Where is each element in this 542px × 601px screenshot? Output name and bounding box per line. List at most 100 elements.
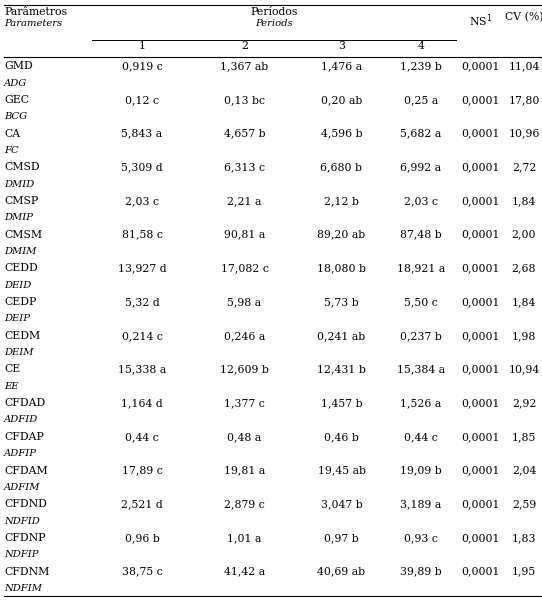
Text: 19,81 a: 19,81 a	[224, 466, 265, 475]
Text: CEDP: CEDP	[4, 297, 36, 307]
Text: 5,98 a: 5,98 a	[228, 297, 262, 307]
Text: 0,12 c: 0,12 c	[125, 95, 159, 105]
Text: 0,0001: 0,0001	[462, 567, 500, 576]
Text: Parâmetros: Parâmetros	[4, 7, 67, 17]
Text: 0,0001: 0,0001	[462, 129, 500, 139]
Text: 0,46 b: 0,46 b	[324, 432, 359, 442]
Text: 5,843 a: 5,843 a	[121, 129, 163, 139]
Text: 6,992 a: 6,992 a	[401, 162, 442, 172]
Text: 87,48 b: 87,48 b	[400, 230, 442, 240]
Text: 12,609 b: 12,609 b	[220, 364, 269, 374]
Text: 0,214 c: 0,214 c	[121, 331, 163, 341]
Text: 1,01 a: 1,01 a	[227, 533, 262, 543]
Text: DMID: DMID	[4, 180, 34, 189]
Text: 0,0001: 0,0001	[462, 466, 500, 475]
Text: 0,0001: 0,0001	[462, 95, 500, 105]
Text: NS$^1$: NS$^1$	[469, 12, 493, 29]
Text: 0,44 c: 0,44 c	[404, 432, 438, 442]
Text: 1,84: 1,84	[512, 196, 536, 206]
Text: 0,0001: 0,0001	[462, 499, 500, 509]
Text: 1,476 a: 1,476 a	[321, 61, 362, 72]
Text: 3,189 a: 3,189 a	[401, 499, 442, 509]
Text: GMD: GMD	[4, 61, 33, 72]
Text: 5,309 d: 5,309 d	[121, 162, 163, 172]
Text: 0,0001: 0,0001	[462, 533, 500, 543]
Text: 0,97 b: 0,97 b	[324, 533, 359, 543]
Text: CEDM: CEDM	[4, 331, 40, 341]
Text: 11,04: 11,04	[508, 61, 540, 72]
Text: CFDAD: CFDAD	[4, 398, 45, 408]
Text: 0,919 c: 0,919 c	[121, 61, 163, 72]
Text: 2,00: 2,00	[512, 230, 536, 240]
Text: 5,32 d: 5,32 d	[125, 297, 159, 307]
Text: 1: 1	[139, 41, 145, 51]
Text: 2,879 c: 2,879 c	[224, 499, 265, 509]
Text: 81,58 c: 81,58 c	[121, 230, 163, 240]
Text: FC: FC	[4, 146, 18, 155]
Text: 3,047 b: 3,047 b	[321, 499, 363, 509]
Text: 0,246 a: 0,246 a	[224, 331, 265, 341]
Text: 2,21 a: 2,21 a	[227, 196, 262, 206]
Text: 2: 2	[241, 41, 248, 51]
Text: 0,48 a: 0,48 a	[228, 432, 262, 442]
Text: 0,93 c: 0,93 c	[404, 533, 438, 543]
Text: 90,81 a: 90,81 a	[224, 230, 265, 240]
Text: 2,04: 2,04	[512, 466, 536, 475]
Text: 1,83: 1,83	[512, 533, 536, 543]
Text: CEDD: CEDD	[4, 263, 38, 273]
Text: 12,431 b: 12,431 b	[317, 364, 366, 374]
Text: CMSM: CMSM	[4, 230, 42, 240]
Text: 17,89 c: 17,89 c	[121, 466, 163, 475]
Text: 0,0001: 0,0001	[462, 398, 500, 408]
Text: 2,92: 2,92	[512, 398, 536, 408]
Text: DMIP: DMIP	[4, 213, 33, 222]
Text: CMSD: CMSD	[4, 162, 40, 172]
Text: 2,72: 2,72	[512, 162, 536, 172]
Text: CFDND: CFDND	[4, 499, 47, 509]
Text: DEID: DEID	[4, 281, 31, 290]
Text: DEIP: DEIP	[4, 314, 30, 323]
Text: 15,384 a: 15,384 a	[397, 364, 445, 374]
Text: 15,338 a: 15,338 a	[118, 364, 166, 374]
Text: 5,50 c: 5,50 c	[404, 297, 438, 307]
Text: 2,68: 2,68	[512, 263, 536, 273]
Text: Parameters: Parameters	[4, 19, 62, 28]
Text: 1,377 c: 1,377 c	[224, 398, 265, 408]
Text: 38,75 c: 38,75 c	[121, 567, 163, 576]
Text: CMSP: CMSP	[4, 196, 38, 206]
Text: 0,0001: 0,0001	[462, 297, 500, 307]
Text: 1,85: 1,85	[512, 432, 536, 442]
Text: 0,44 c: 0,44 c	[125, 432, 159, 442]
Text: 3: 3	[338, 41, 345, 51]
Text: 41,42 a: 41,42 a	[224, 567, 265, 576]
Text: 19,45 ab: 19,45 ab	[318, 466, 365, 475]
Text: 40,69 ab: 40,69 ab	[318, 567, 365, 576]
Text: 2,03 c: 2,03 c	[404, 196, 438, 206]
Text: 0,237 b: 0,237 b	[400, 331, 442, 341]
Text: 5,682 a: 5,682 a	[401, 129, 442, 139]
Text: 6,680 b: 6,680 b	[320, 162, 363, 172]
Text: CA: CA	[4, 129, 20, 139]
Text: 39,89 b: 39,89 b	[400, 567, 442, 576]
Text: 0,0001: 0,0001	[462, 230, 500, 240]
Text: 17,082 c: 17,082 c	[221, 263, 268, 273]
Text: 18,921 a: 18,921 a	[397, 263, 445, 273]
Text: Períodos: Períodos	[250, 7, 298, 17]
Text: 1,84: 1,84	[512, 297, 536, 307]
Text: DEIM: DEIM	[4, 348, 34, 357]
Text: 19,09 b: 19,09 b	[400, 466, 442, 475]
Text: 18,080 b: 18,080 b	[317, 263, 366, 273]
Text: GEC: GEC	[4, 95, 29, 105]
Text: 1,95: 1,95	[512, 567, 536, 576]
Text: NDFIM: NDFIM	[4, 584, 42, 593]
Text: ADFID: ADFID	[4, 415, 38, 424]
Text: 1,457 b: 1,457 b	[321, 398, 362, 408]
Text: CE: CE	[4, 364, 20, 374]
Text: 0,13 bc: 0,13 bc	[224, 95, 265, 105]
Text: 6,313 c: 6,313 c	[224, 162, 265, 172]
Text: 10,94: 10,94	[508, 364, 540, 374]
Text: 1,239 b: 1,239 b	[400, 61, 442, 72]
Text: 0,0001: 0,0001	[462, 61, 500, 72]
Text: 13,927 d: 13,927 d	[118, 263, 166, 273]
Text: 4,596 b: 4,596 b	[321, 129, 362, 139]
